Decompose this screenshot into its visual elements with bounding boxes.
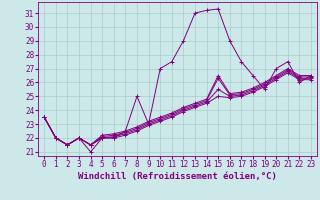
X-axis label: Windchill (Refroidissement éolien,°C): Windchill (Refroidissement éolien,°C) [78, 172, 277, 181]
